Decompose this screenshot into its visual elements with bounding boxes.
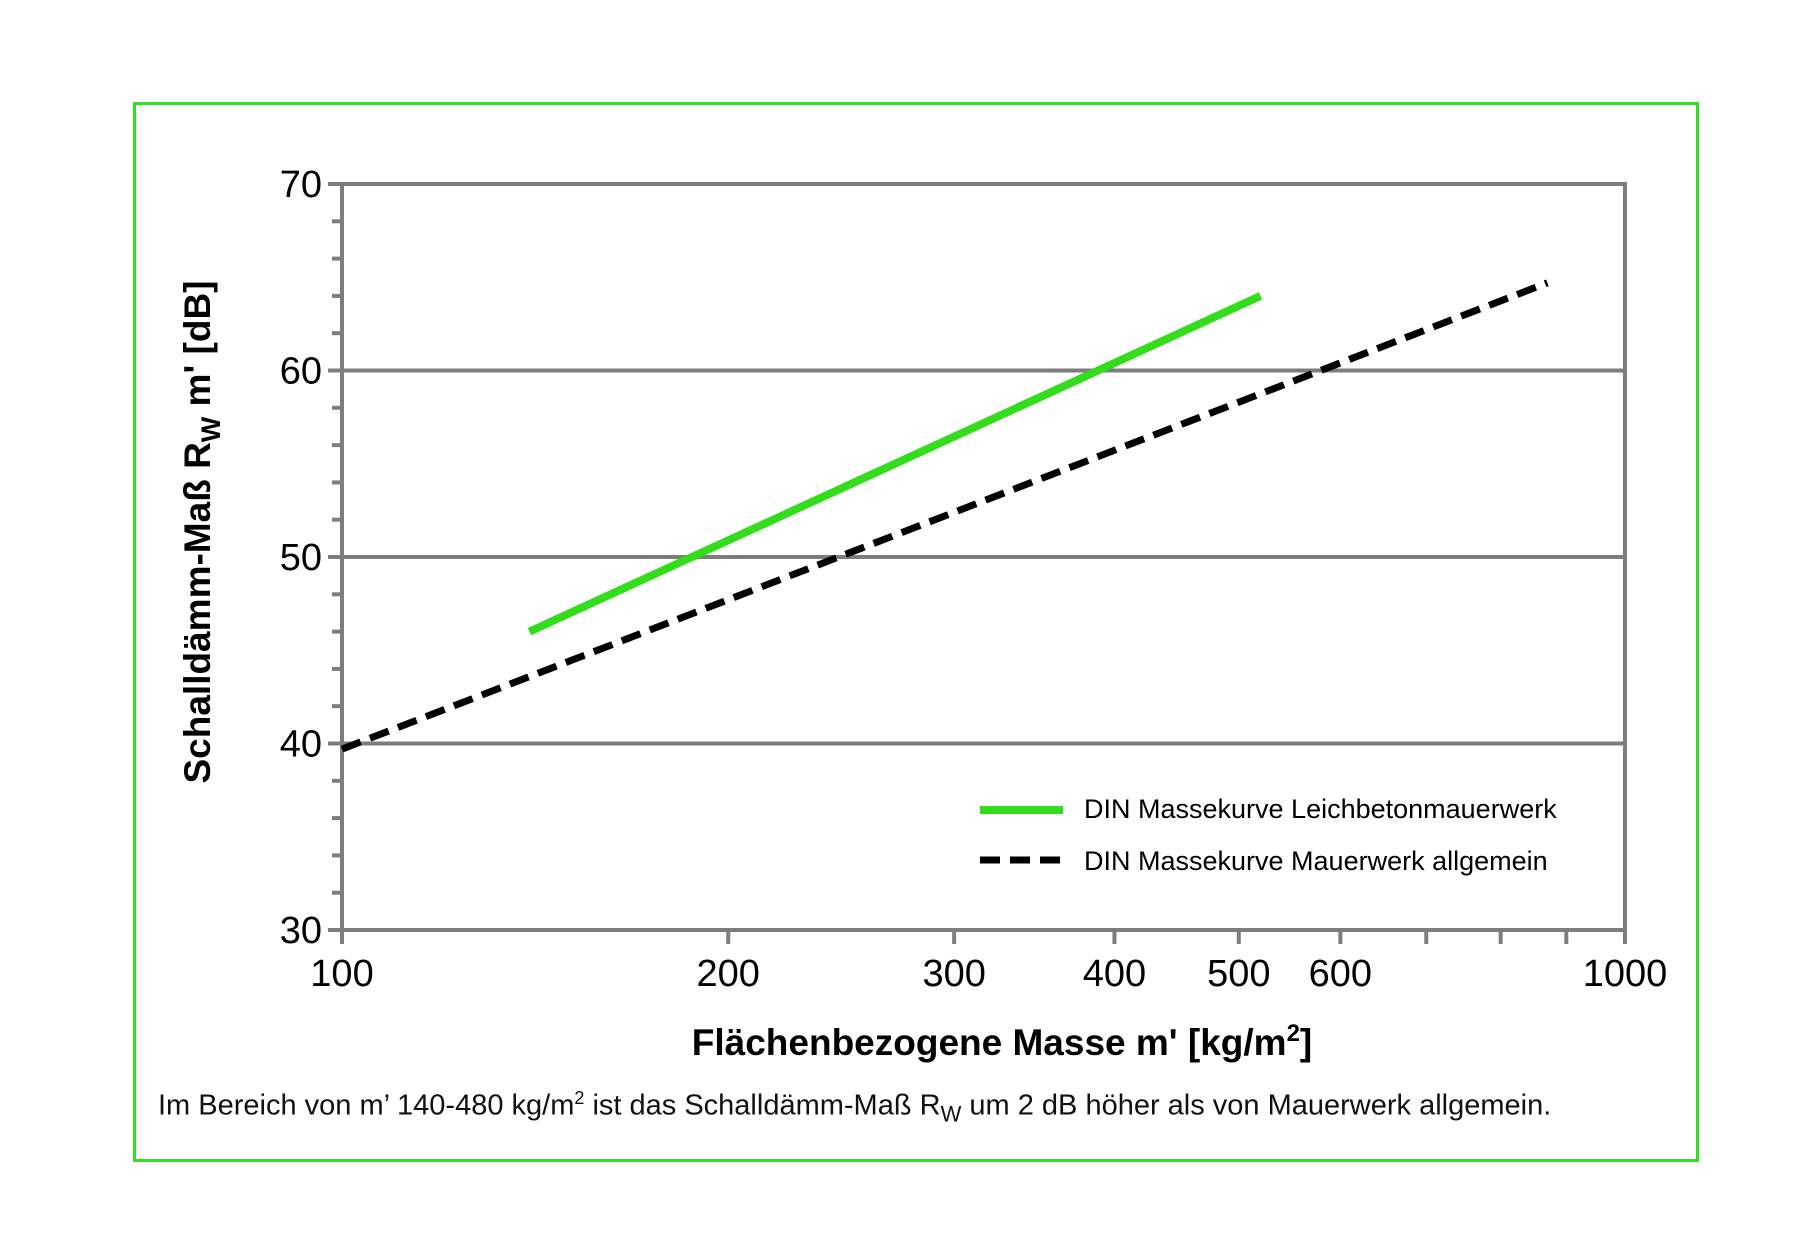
footnote: Im Bereich von m’ 140-480 kg/m2 ist das …: [158, 1088, 1552, 1127]
tick-labels: 30 40 50 60 70 100 200 300 400 500 600 1000: [280, 164, 1668, 995]
y-tick-label-70: 70: [280, 164, 322, 206]
footnote-sup: 2: [574, 1088, 585, 1108]
x-tick-label-600: 600: [1309, 953, 1372, 995]
x-axis-title: Flächenbezogene Masse m' [kg/m2]: [692, 1020, 1313, 1063]
y-tick-label-50: 50: [280, 537, 322, 579]
x-tick-label-100: 100: [310, 953, 373, 995]
legend-label-black: DIN Massekurve Mauerwerk allgemein: [1084, 846, 1548, 876]
gridlines: [342, 368, 1625, 746]
series-lines: [340, 279, 1549, 753]
y-tick-label-40: 40: [280, 724, 322, 766]
chart-frame: [133, 102, 1699, 1162]
y-tick-label-60: 60: [280, 351, 322, 393]
legend: DIN Massekurve Leichbetonmauerwerk DIN M…: [980, 794, 1557, 876]
y-tick-label-30: 30: [280, 910, 322, 952]
legend-label-green: DIN Massekurve Leichbetonmauerwerk: [1084, 794, 1557, 824]
x-axis-title-end: ]: [1300, 1022, 1312, 1063]
x-tick-label-200: 200: [697, 953, 760, 995]
axis-ticks: [328, 182, 1627, 944]
series-line-leichtbeton: [527, 292, 1263, 636]
y-axis-title-sub: W: [196, 416, 226, 442]
x-tick-label-1000: 1000: [1583, 953, 1668, 995]
x-tick-label-300: 300: [922, 953, 985, 995]
x-tick-label-400: 400: [1083, 953, 1146, 995]
x-tick-label-500: 500: [1207, 953, 1270, 995]
series-line-mauerwerk: [340, 279, 1549, 753]
x-axis-title-sup: 2: [1287, 1020, 1300, 1047]
y-axis-title: Schalldämm-Maß RW m' [dB]: [177, 280, 226, 783]
footnote-sub: W: [940, 1101, 962, 1127]
y-axis-title-end: m' [dB]: [177, 280, 218, 416]
